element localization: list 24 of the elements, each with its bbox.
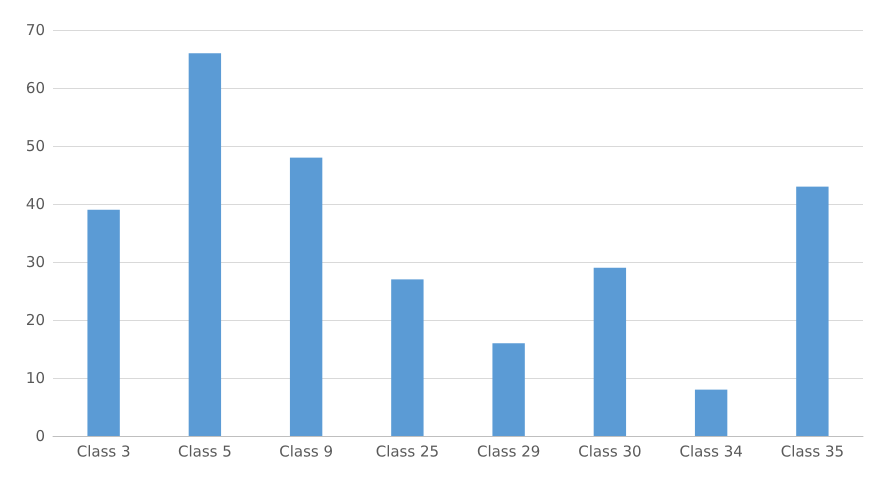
y-tick-label: 30 [26,253,45,271]
x-tick-label: Class 34 [679,442,743,460]
x-tick-label: Class 35 [780,442,844,460]
y-tick-label: 60 [26,79,45,97]
y-tick-label: 0 [35,427,45,445]
x-tick-label: Class 29 [476,442,540,460]
x-tick-label: Class 9 [279,442,334,460]
bar [492,343,525,436]
bar [391,279,424,436]
y-tick-label: 20 [26,311,45,329]
bar [796,186,829,436]
x-tick-label: Class 5 [178,442,232,460]
y-tick-label: 10 [26,369,45,387]
y-tick-label: 70 [26,21,45,39]
x-tick-label: Class 25 [376,442,440,460]
bar [290,158,322,436]
y-tick-label: 40 [26,195,45,213]
bar [694,390,728,436]
bar [188,53,222,436]
bar [594,268,626,436]
x-tick-label: Class 30 [578,442,642,460]
y-tick-label: 50 [26,137,45,155]
bar [87,210,120,436]
x-tick-label: Class 3 [76,442,131,460]
